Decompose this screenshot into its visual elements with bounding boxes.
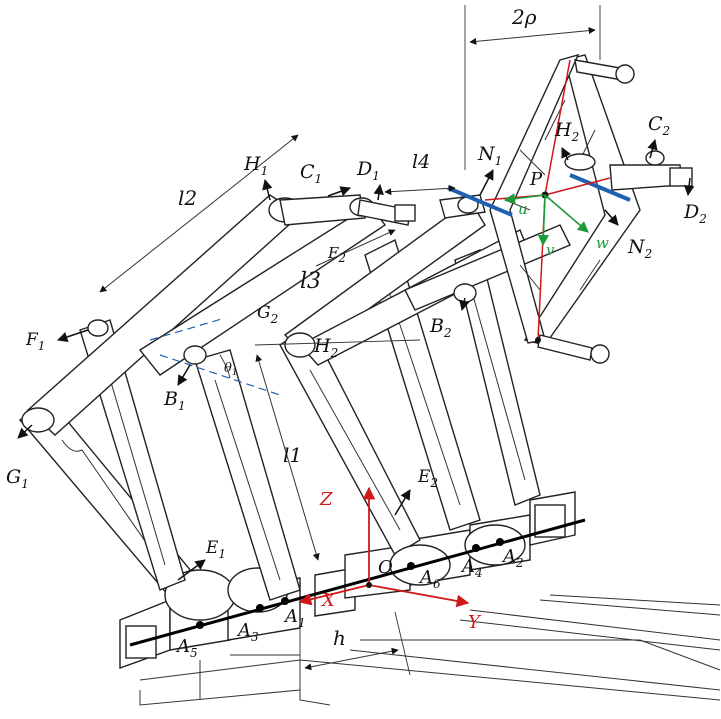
label-O: O	[378, 557, 393, 578]
label-H2-top: H2	[554, 119, 579, 144]
v-axis-arrow	[537, 194, 549, 247]
label-B1: B1	[163, 388, 186, 413]
label-pointers	[17, 138, 695, 581]
world-axes	[298, 486, 470, 608]
label-u: u	[518, 200, 528, 218]
label-l2: l2	[178, 186, 197, 210]
dim-2rho	[469, 27, 596, 45]
label-A6: A6	[418, 567, 441, 591]
label-G1: G1	[6, 466, 29, 491]
x-axis-arrow	[298, 584, 370, 606]
label-Z: Z	[319, 489, 333, 510]
base-axis	[129, 518, 586, 647]
label-G2: G2	[257, 303, 278, 326]
dim-l2	[99, 134, 299, 293]
u-axis-arrow	[503, 193, 546, 205]
label-F2: F2	[327, 244, 346, 265]
dim-h	[304, 647, 399, 671]
label-C2: C2	[648, 113, 670, 138]
label-H1: H1	[243, 153, 268, 178]
label-F1: F1	[25, 330, 45, 353]
label-D2: D2	[683, 201, 707, 226]
label-H2-mid: H2	[313, 335, 338, 360]
label-A4: A4	[460, 556, 483, 580]
dim-l1	[255, 354, 320, 561]
label-C1: C1	[300, 161, 322, 186]
dimension-lines	[99, 5, 601, 700]
label-h: h	[333, 626, 346, 650]
labels: 2ρ H1 C1 D1 l4 N1 H2 C2 P D2 u v w N2 l2…	[6, 5, 707, 660]
label-E2: E2	[417, 467, 438, 490]
label-A2: A2	[501, 546, 524, 570]
label-A1: A1	[283, 606, 306, 630]
label-D1: D1	[356, 158, 380, 183]
platform-axes	[503, 193, 589, 247]
label-v: v	[546, 241, 555, 259]
label-l3: l3	[300, 269, 321, 294]
label-B2: B2	[429, 315, 452, 340]
dim-l4	[384, 184, 456, 196]
label-N1: N1	[477, 143, 502, 168]
label-Y: Y	[468, 612, 482, 633]
label-l1: l1	[283, 443, 302, 467]
label-E1: E1	[205, 538, 226, 561]
label-theta1: θ1	[224, 361, 238, 378]
moving-platform	[489, 53, 693, 364]
label-w: w	[596, 234, 609, 252]
label-X: X	[320, 590, 336, 611]
label-N2: N2	[627, 236, 652, 261]
w-axis-arrow	[544, 194, 589, 233]
label-A5: A5	[175, 636, 198, 660]
label-A3: A3	[236, 620, 259, 644]
y-axis-arrow	[368, 584, 470, 608]
label-P: P	[529, 169, 543, 190]
label-l4: l4	[412, 151, 430, 173]
dim-l3	[315, 229, 396, 267]
label-2rho: 2ρ	[511, 5, 537, 29]
